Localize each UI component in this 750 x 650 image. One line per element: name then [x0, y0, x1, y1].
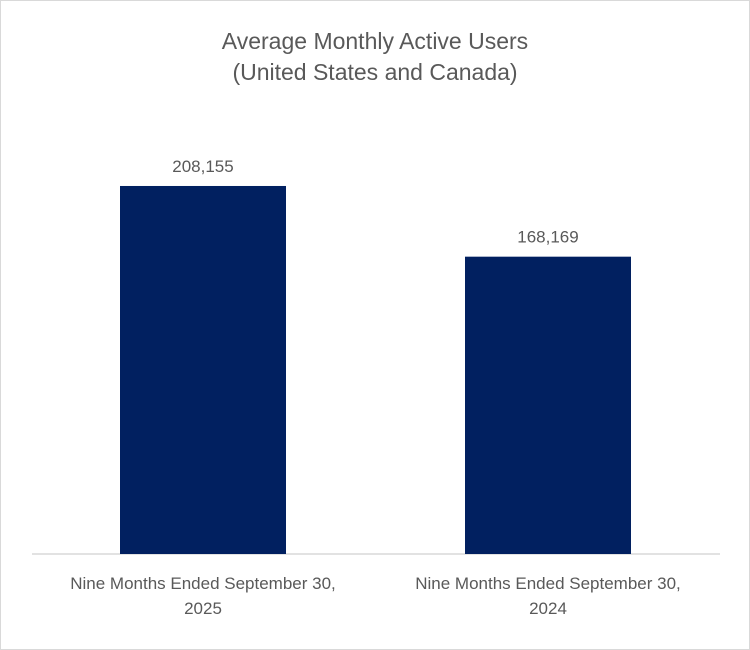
- category-label-2-line-1: Nine Months Ended September 30,: [415, 574, 681, 593]
- category-label-2: Nine Months Ended September 30, 2024: [378, 571, 718, 621]
- category-label-1-line-2: 2025: [184, 599, 222, 618]
- category-label-1: Nine Months Ended September 30, 2025: [33, 571, 373, 621]
- bar-1: [120, 185, 286, 554]
- chart-subtitle: (United States and Canada): [232, 59, 518, 85]
- data-label-2: 168,169: [517, 228, 578, 247]
- bar-2: [465, 256, 631, 554]
- chart-title: Average Monthly Active Users: [221, 28, 529, 54]
- category-label-1-line-1: Nine Months Ended September 30,: [70, 574, 336, 593]
- chart-title-block: Average Monthly Active Users (United Sta…: [0, 26, 750, 88]
- category-label-2-line-2: 2024: [529, 599, 567, 618]
- data-label-1: 208,155: [172, 157, 233, 176]
